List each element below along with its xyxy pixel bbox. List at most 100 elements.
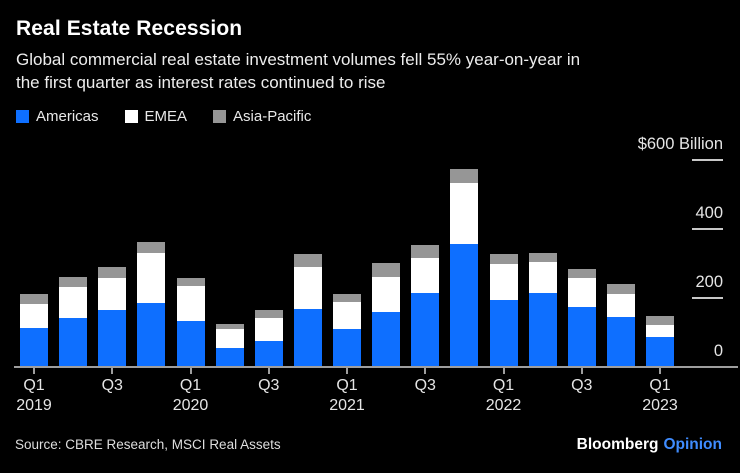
bar-segment-emea xyxy=(606,294,635,318)
bar-segment-americas xyxy=(137,302,166,366)
legend-label: EMEA xyxy=(144,108,188,125)
bar-q1-2022 xyxy=(489,253,518,366)
bar-segment-americas xyxy=(59,317,88,366)
bar-q4-2022 xyxy=(606,283,635,366)
bar-segment-emea xyxy=(567,278,596,307)
x-axis-label-year: 2021 xyxy=(329,397,365,414)
legend-swatch xyxy=(16,110,29,123)
bar-q4-2019 xyxy=(137,242,166,366)
y-gridline-200 xyxy=(692,297,723,299)
bar-segment-emea xyxy=(176,285,205,322)
bar-segment-asia-pacific xyxy=(528,253,557,263)
bar-segment-emea xyxy=(333,301,361,330)
bar-segment-americas xyxy=(98,310,127,366)
subtitle-line-1: Global commercial real estate investment… xyxy=(16,50,581,69)
bar-segment-asia-pacific xyxy=(137,242,166,254)
x-axis-tick xyxy=(424,368,427,374)
x-axis-label-year: 2023 xyxy=(642,397,678,414)
x-axis-tick xyxy=(189,368,192,374)
bar-segment-asia-pacific xyxy=(20,293,48,304)
x-axis-tick xyxy=(580,368,583,374)
x-axis-label-quarter: Q1 xyxy=(23,377,45,394)
y-axis-label-0: 0 xyxy=(713,342,723,360)
bar-segment-americas xyxy=(333,329,361,366)
bar-segment-asia-pacific xyxy=(372,263,401,277)
bar-q3-2021 xyxy=(411,244,440,366)
bar-q4-2020 xyxy=(293,253,322,366)
y-axis-label-200: 200 xyxy=(695,273,723,291)
bar-q1-2019 xyxy=(20,293,48,366)
bar-q2-2020 xyxy=(215,323,244,366)
source-note: Source: CBRE Research, MSCI Real Assets xyxy=(15,437,281,452)
bar-segment-emea xyxy=(528,262,557,294)
legend-item-asia-pacific: Asia-Pacific xyxy=(213,108,311,125)
bar-q2-2022 xyxy=(528,253,557,366)
y-gridline-600 xyxy=(692,159,723,161)
bar-segment-asia-pacific xyxy=(411,244,440,258)
legend-item-americas: Americas xyxy=(16,108,99,125)
bar-segment-emea xyxy=(98,278,127,311)
brand-opinion: Opinion xyxy=(663,436,722,453)
bar-segment-americas xyxy=(646,337,674,366)
bar-segment-americas xyxy=(176,321,205,366)
legend-label: Americas xyxy=(36,108,99,125)
x-axis-tick xyxy=(111,368,114,374)
x-axis-label-quarter: Q1 xyxy=(179,377,202,394)
bar-segment-asia-pacific xyxy=(567,269,596,279)
bar-q1-2023 xyxy=(646,315,674,366)
bar-segment-americas xyxy=(450,243,479,366)
bar-segment-emea xyxy=(254,318,283,341)
bar-segment-emea xyxy=(411,258,440,293)
x-axis-label-quarter: Q1 xyxy=(492,377,515,394)
bar-segment-asia-pacific xyxy=(333,293,361,302)
bar-q2-2021 xyxy=(372,263,401,366)
bar-segment-asia-pacific xyxy=(293,253,322,267)
bar-q1-2021 xyxy=(333,293,361,366)
bar-segment-asia-pacific xyxy=(176,278,205,286)
bar-segment-emea xyxy=(646,324,674,338)
bar-q3-2022 xyxy=(567,269,596,366)
x-axis-label-year: 2022 xyxy=(485,397,522,414)
x-axis-tick xyxy=(659,368,661,374)
legend-swatch xyxy=(124,110,138,123)
bar-segment-americas xyxy=(254,340,283,366)
y-axis-label-600: $600 Billion xyxy=(637,135,723,153)
x-axis-label-year: 2020 xyxy=(172,397,209,414)
x-axis-tick xyxy=(33,368,35,374)
bar-q1-2020 xyxy=(176,278,205,366)
x-axis-label-quarter: Q3 xyxy=(414,377,436,394)
x-axis-tick xyxy=(502,368,505,374)
bar-segment-americas xyxy=(528,293,557,366)
bar-segment-emea xyxy=(372,276,401,312)
bar-q4-2021 xyxy=(450,169,479,366)
bar-segment-emea xyxy=(293,266,322,310)
bar-segment-asia-pacific xyxy=(646,315,674,325)
bar-segment-asia-pacific xyxy=(489,253,518,264)
legend-item-emea: EMEA xyxy=(124,108,188,125)
bar-segment-americas xyxy=(372,311,401,366)
bar-q3-2019 xyxy=(98,267,127,366)
bar-segment-asia-pacific xyxy=(59,277,88,288)
chart-legend: Americas EMEA Asia-Pacific xyxy=(16,108,311,125)
bar-segment-asia-pacific xyxy=(450,169,479,184)
bar-segment-emea xyxy=(450,183,479,244)
brand-bloomberg: Bloomberg xyxy=(576,436,659,453)
bar-segment-emea xyxy=(20,303,48,328)
bar-segment-emea xyxy=(215,329,244,349)
legend-swatch xyxy=(213,110,227,123)
x-axis-tick xyxy=(346,368,348,374)
bar-segment-asia-pacific xyxy=(254,310,283,319)
x-axis-label-quarter: Q1 xyxy=(336,377,358,394)
bar-segment-americas xyxy=(606,317,635,366)
chart-title: Real Estate Recession xyxy=(16,17,243,40)
bar-q2-2019 xyxy=(59,277,88,366)
x-axis-label-quarter: Q1 xyxy=(649,377,671,394)
x-axis-label-quarter: Q3 xyxy=(571,377,593,394)
y-axis-label-400: 400 xyxy=(695,204,723,222)
bar-q3-2020 xyxy=(254,310,283,366)
x-axis-line xyxy=(14,366,738,368)
bar-segment-americas xyxy=(215,348,244,366)
bar-segment-americas xyxy=(293,309,322,366)
chart-subtitle: Global commercial real estate investment… xyxy=(16,48,580,94)
